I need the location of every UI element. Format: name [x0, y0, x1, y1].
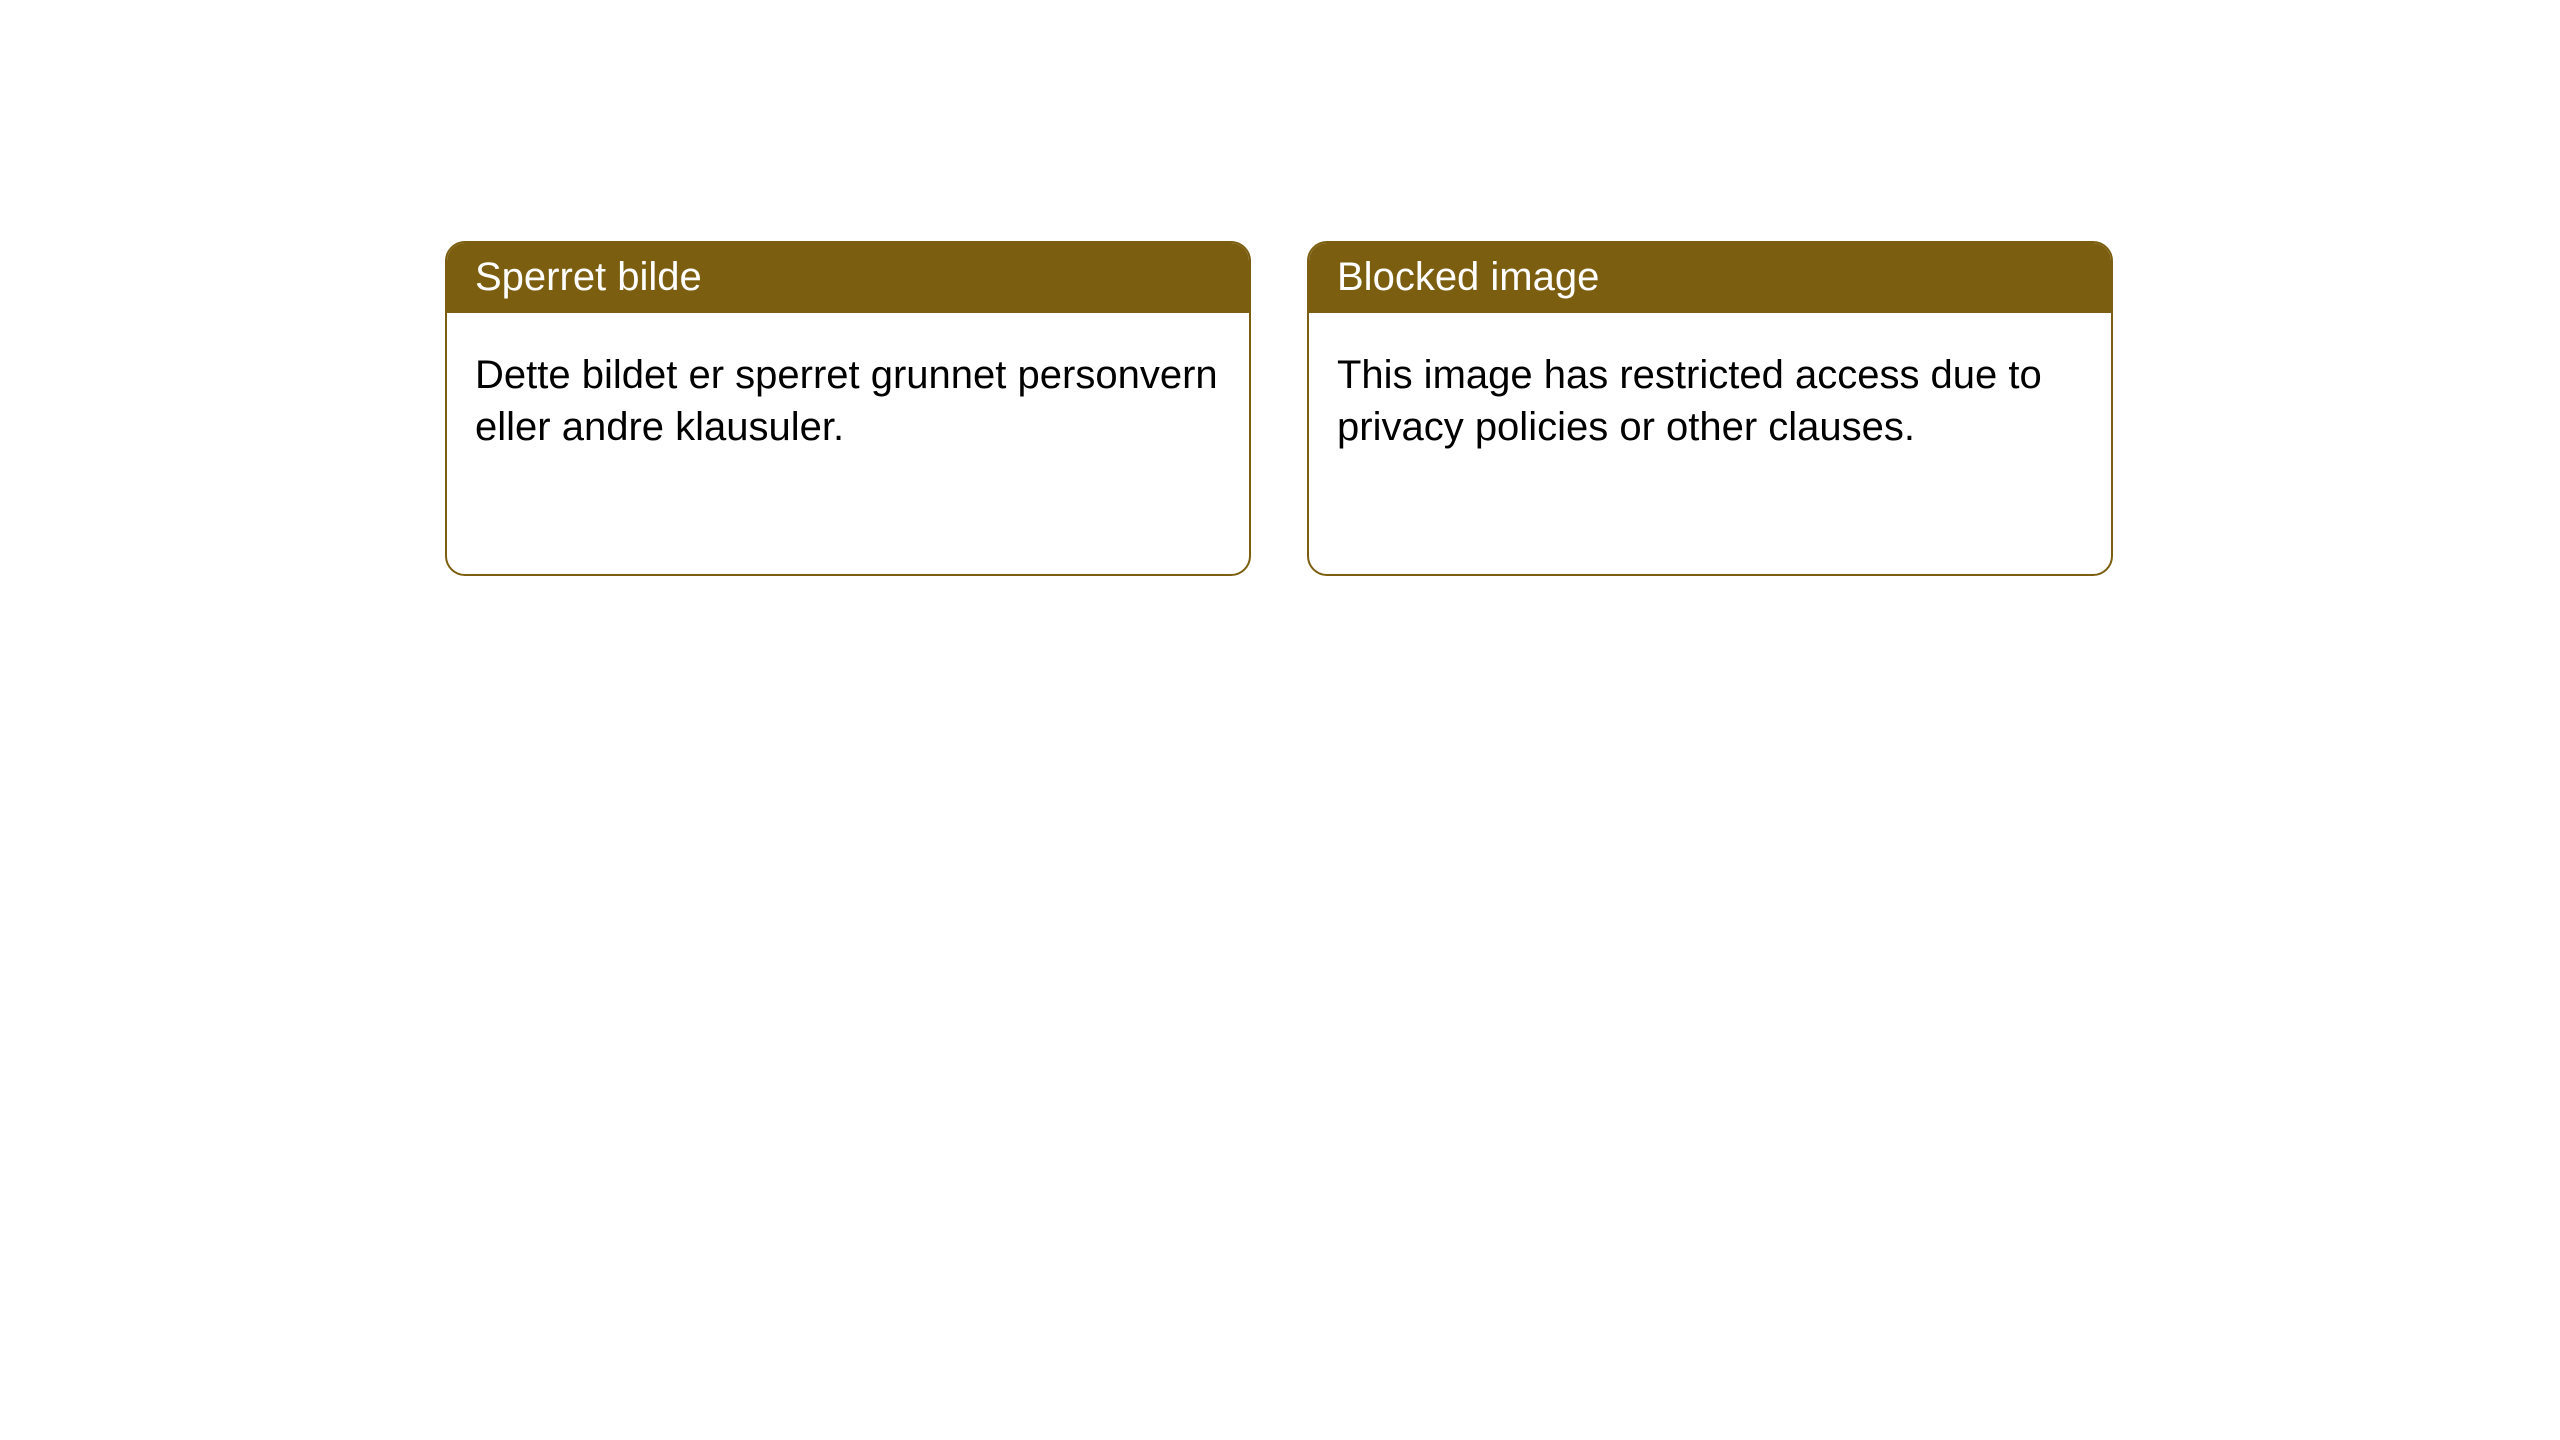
- notice-card-english: Blocked image This image has restricted …: [1307, 241, 2113, 576]
- notice-title: Blocked image: [1309, 243, 2111, 313]
- notice-body: Dette bildet er sperret grunnet personve…: [447, 313, 1249, 489]
- notice-body: This image has restricted access due to …: [1309, 313, 2111, 489]
- notice-container: Sperret bilde Dette bildet er sperret gr…: [0, 0, 2560, 576]
- notice-card-norwegian: Sperret bilde Dette bildet er sperret gr…: [445, 241, 1251, 576]
- notice-title: Sperret bilde: [447, 243, 1249, 313]
